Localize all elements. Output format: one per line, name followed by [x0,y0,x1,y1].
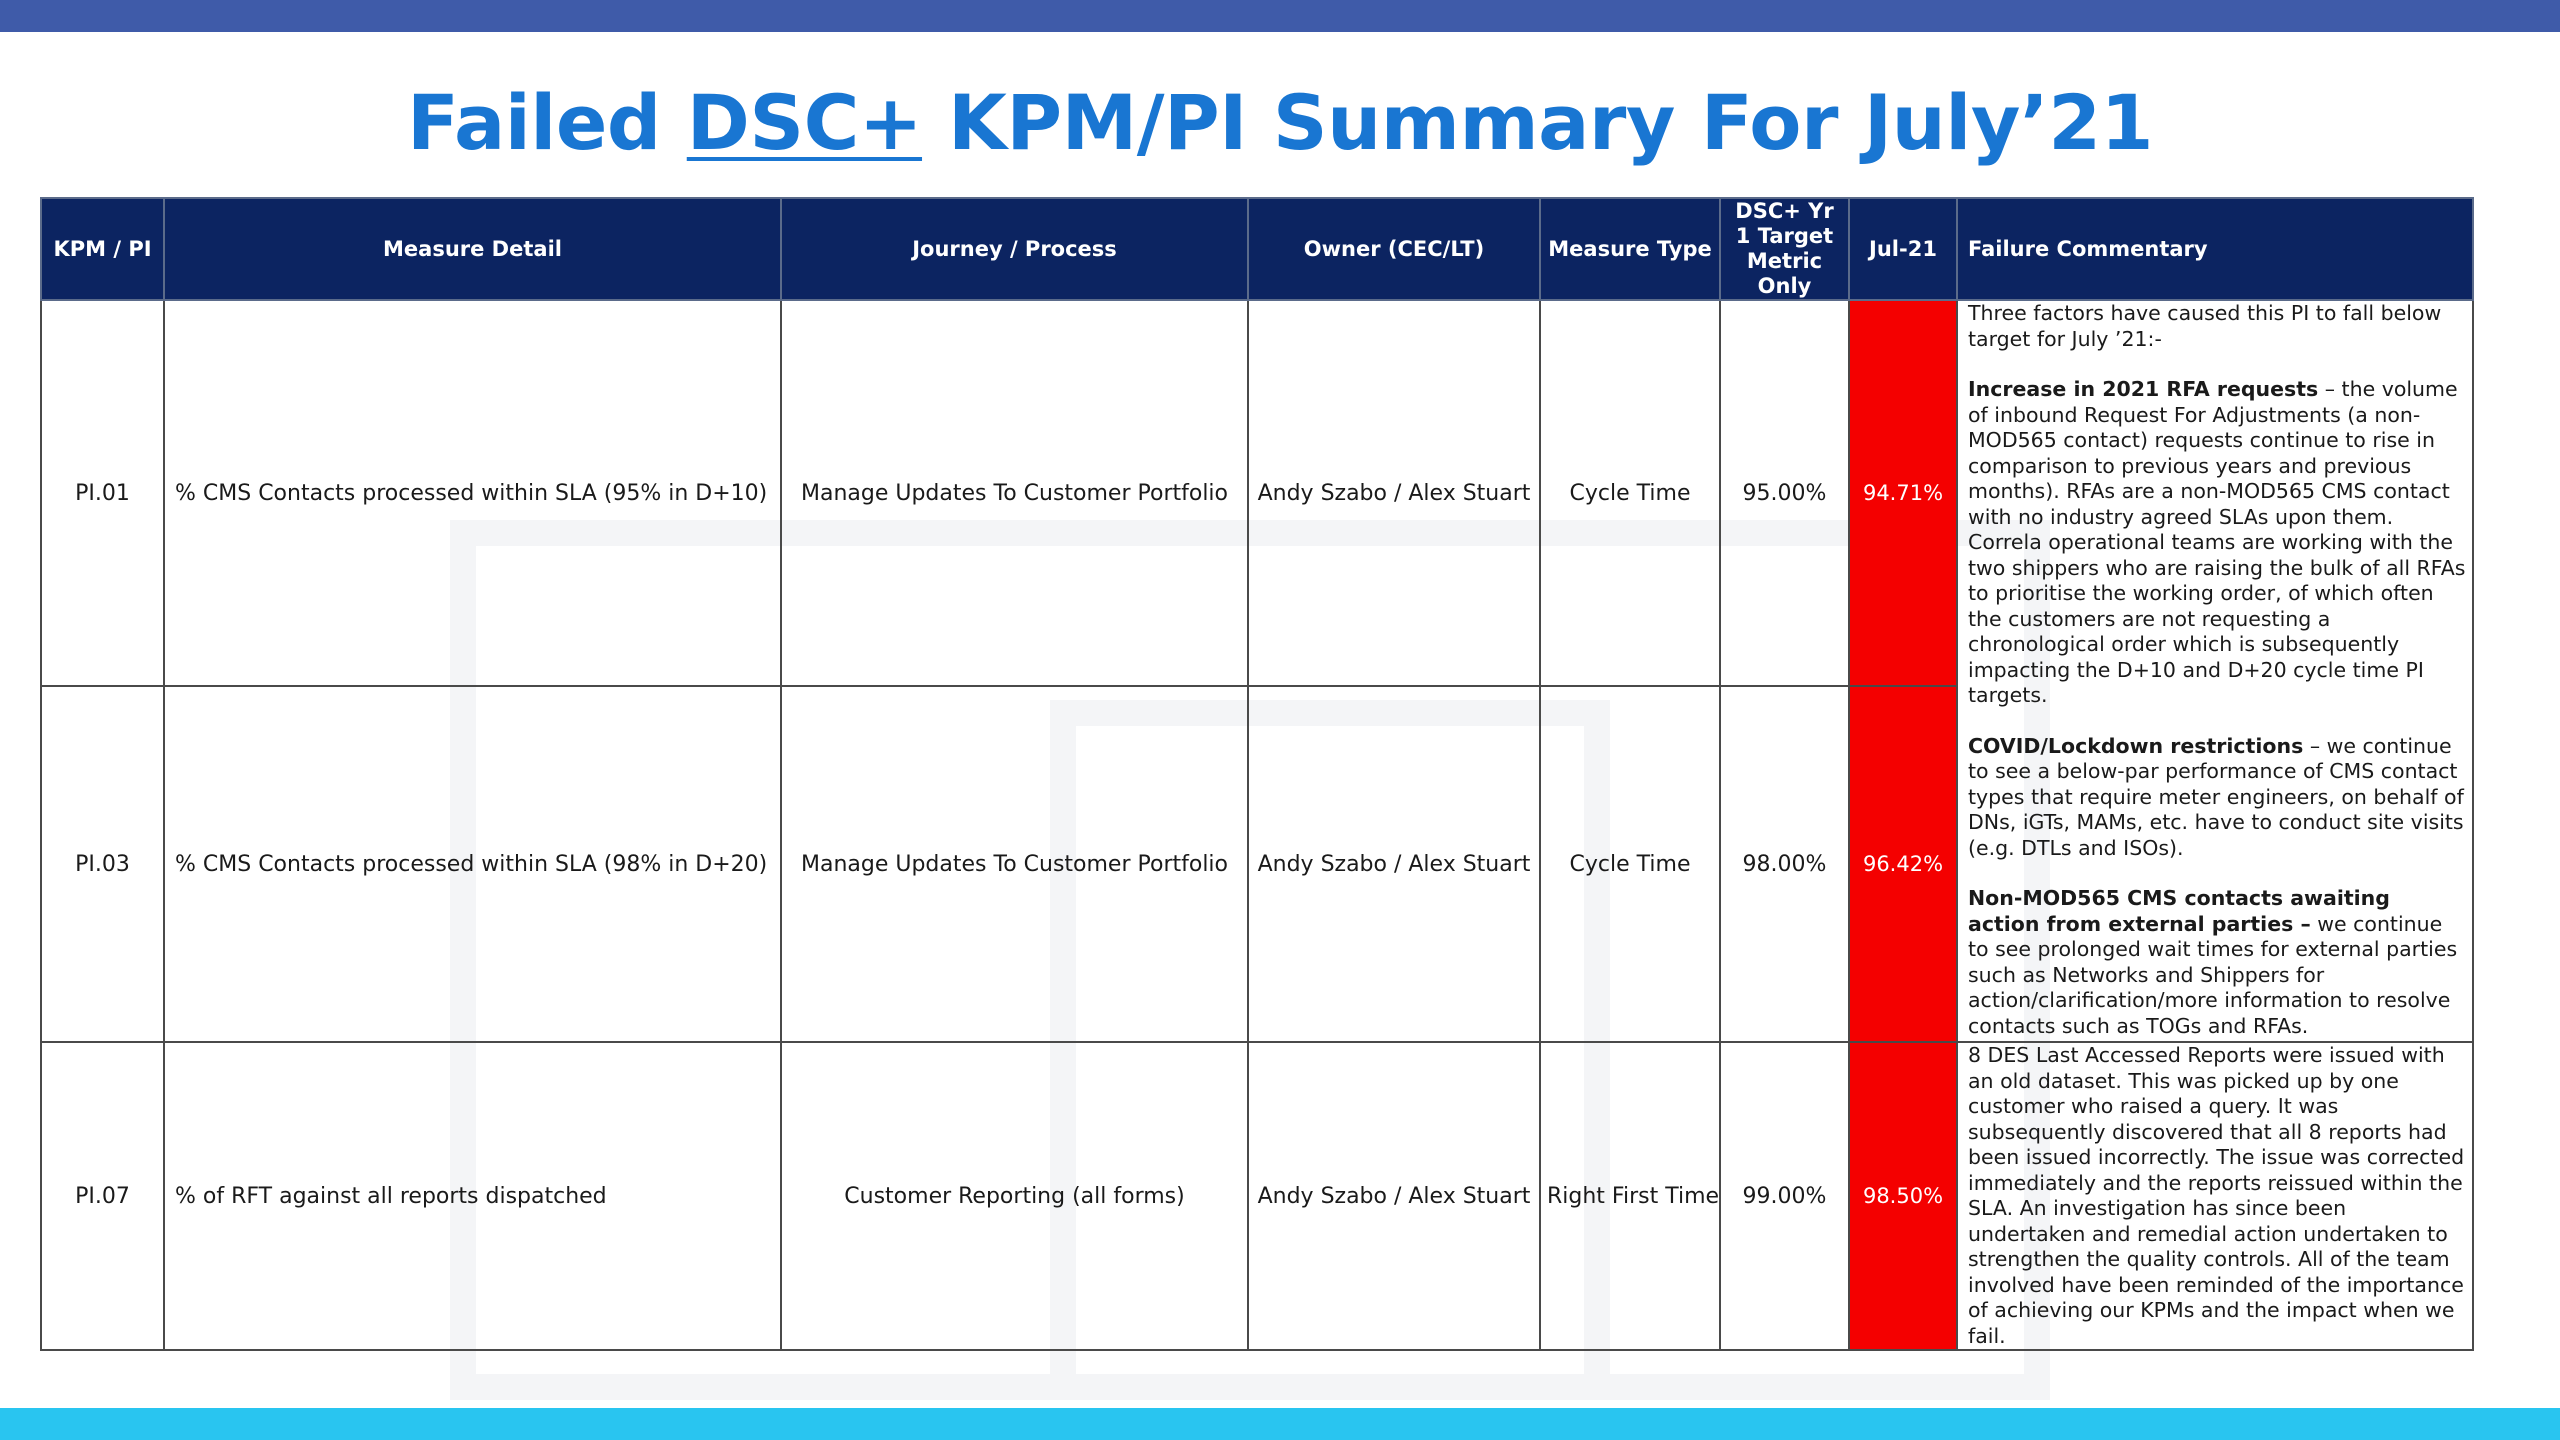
target-cell: 99.00% [1719,1041,1850,1351]
target-cell: 95.00% [1719,299,1850,687]
header-measure-detail: Measure Detail [163,197,782,301]
table-header-row: KPM / PI Measure Detail Journey / Proces… [40,197,2474,301]
header-measure-type: Measure Type [1539,197,1721,301]
factor-text: we continue to see prolonged wait times … [1968,911,2458,1038]
owner-cell: Andy Szabo / Alex Stuart [1247,1041,1541,1351]
factor-heading: COVID/Lockdown restrictions [1968,733,2304,758]
header-failure-commentary: Failure Commentary [1956,197,2474,301]
table-row: PI.03 % CMS Contacts processed within SL… [40,685,2473,1043]
owner-cell: Andy Szabo / Alex Stuart [1247,299,1541,687]
header-owner: Owner (CEC/LT) [1247,197,1541,301]
actual-cell-fail: 96.42% [1848,685,1958,1043]
factor-text: – the volume of inbound Request For Adju… [1968,377,2466,707]
measure-detail-cell: % of RFT against all reports dispatched [163,1041,782,1351]
title-underlined: DSC+ [686,78,923,167]
measure-type-cell: Right First Time [1539,1041,1721,1351]
journey-cell: Manage Updates To Customer Portfolio [780,299,1249,687]
top-accent-band [0,0,2560,32]
bottom-accent-band [0,1408,2560,1440]
factor-heading: Increase in 2021 RFA requests [1968,377,2319,401]
table-row: PI.07 % of RFT against all reports dispa… [40,1041,2474,1351]
page-title: Failed DSC+ KPM/PI Summary For July’21 [0,78,2560,167]
owner-cell: Andy Szabo / Alex Stuart [1247,685,1541,1043]
kpm-cell: PI.01 [40,299,165,687]
kpm-cell: PI.07 [40,1041,165,1351]
header-month: Jul-21 [1848,197,1958,301]
actual-cell-fail: 98.50% [1848,1041,1958,1351]
title-suffix: KPM/PI Summary For July’21 [922,78,2154,167]
table-row: PI.01 % CMS Contacts processed within SL… [40,299,2474,1043]
commentary-factor-external: Non-MOD565 CMS contacts awaiting action … [1968,886,2468,1039]
commentary-factor-rfa: Increase in 2021 RFA requests – the volu… [1968,377,2468,709]
measure-detail-cell: % CMS Contacts processed within SLA (98%… [163,685,782,1043]
kpm-summary-table: KPM / PI Measure Detail Journey / Proces… [40,197,2474,1351]
commentary-intro: Three factors have caused this PI to fal… [1968,301,2442,351]
title-prefix: Failed [406,78,687,167]
measure-type-cell: Cycle Time [1539,685,1721,1043]
kpm-cell: PI.03 [40,685,165,1043]
header-target: DSC+ Yr 1 Target Metric Only [1719,197,1850,301]
measure-type-cell: Cycle Time [1539,299,1721,687]
commentary-factor-covid: COVID/Lockdown restrictions – we continu… [1968,734,2468,862]
failure-commentary-cell: Three factors have caused this PI to fal… [1956,299,2474,1043]
factor-heading: Non-MOD565 CMS contacts awaiting action … [1968,886,2390,936]
factor-text: – we continue to see a below-par perform… [1968,733,2464,860]
header-journey-process: Journey / Process [780,197,1249,301]
target-cell: 98.00% [1719,685,1850,1043]
journey-cell: Customer Reporting (all forms) [780,1041,1249,1351]
journey-cell: Manage Updates To Customer Portfolio [780,685,1249,1043]
failure-commentary-cell: 8 DES Last Accessed Reports were issued … [1956,1041,2474,1351]
header-kpm: KPM / PI [40,197,165,301]
actual-cell-fail: 94.71% [1848,299,1958,687]
measure-detail-cell: % CMS Contacts processed within SLA (95%… [163,299,782,687]
